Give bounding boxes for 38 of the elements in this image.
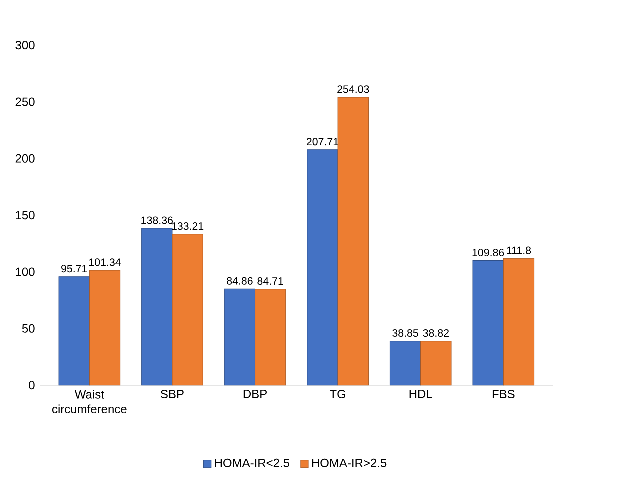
bar — [58, 276, 90, 386]
bar — [338, 97, 369, 386]
x-tick-label: FBS — [492, 390, 515, 398]
x-tick-label: DBP — [244, 390, 267, 398]
data-label: 38.85 — [392, 329, 418, 337]
data-label: 254.03 — [338, 85, 370, 94]
bar — [503, 258, 535, 386]
data-label: 133.21 — [172, 222, 204, 230]
data-label: 109.86 — [472, 248, 504, 256]
data-label: 111.8 — [507, 246, 532, 254]
bar — [307, 150, 338, 386]
y-tick-label: 150 — [16, 210, 35, 220]
y-tick-label: 100 — [16, 268, 35, 276]
x-tick-label: Waist circumference — [52, 390, 127, 414]
bar — [420, 340, 452, 386]
bar — [254, 288, 286, 386]
data-label: 95.71 — [62, 264, 88, 272]
data-label: 38.82 — [423, 329, 449, 337]
bar — [390, 340, 422, 386]
bar — [142, 228, 173, 386]
y-tick-label: 50 — [22, 324, 35, 333]
y-tick-label: 200 — [16, 154, 35, 163]
data-label: 84.86 — [227, 277, 253, 285]
x-tick-label: HDL — [410, 390, 432, 398]
bar — [172, 234, 204, 386]
bar — [224, 288, 256, 386]
data-label: 101.34 — [89, 258, 121, 266]
bar — [472, 260, 504, 386]
data-label: 84.71 — [258, 277, 284, 285]
x-tick-label: SBP — [161, 390, 184, 398]
y-tick-label: 0 — [29, 380, 35, 390]
y-tick-label: 250 — [16, 98, 35, 106]
y-tick-label: 300 — [16, 40, 35, 50]
data-label: 138.36 — [142, 216, 173, 224]
bar — [89, 270, 121, 386]
legend-label: HOMA-IR>2.5 — [312, 458, 387, 468]
legend-label: HOMA-IR<2.5 — [215, 458, 290, 468]
x-tick-label: TG — [330, 390, 346, 398]
